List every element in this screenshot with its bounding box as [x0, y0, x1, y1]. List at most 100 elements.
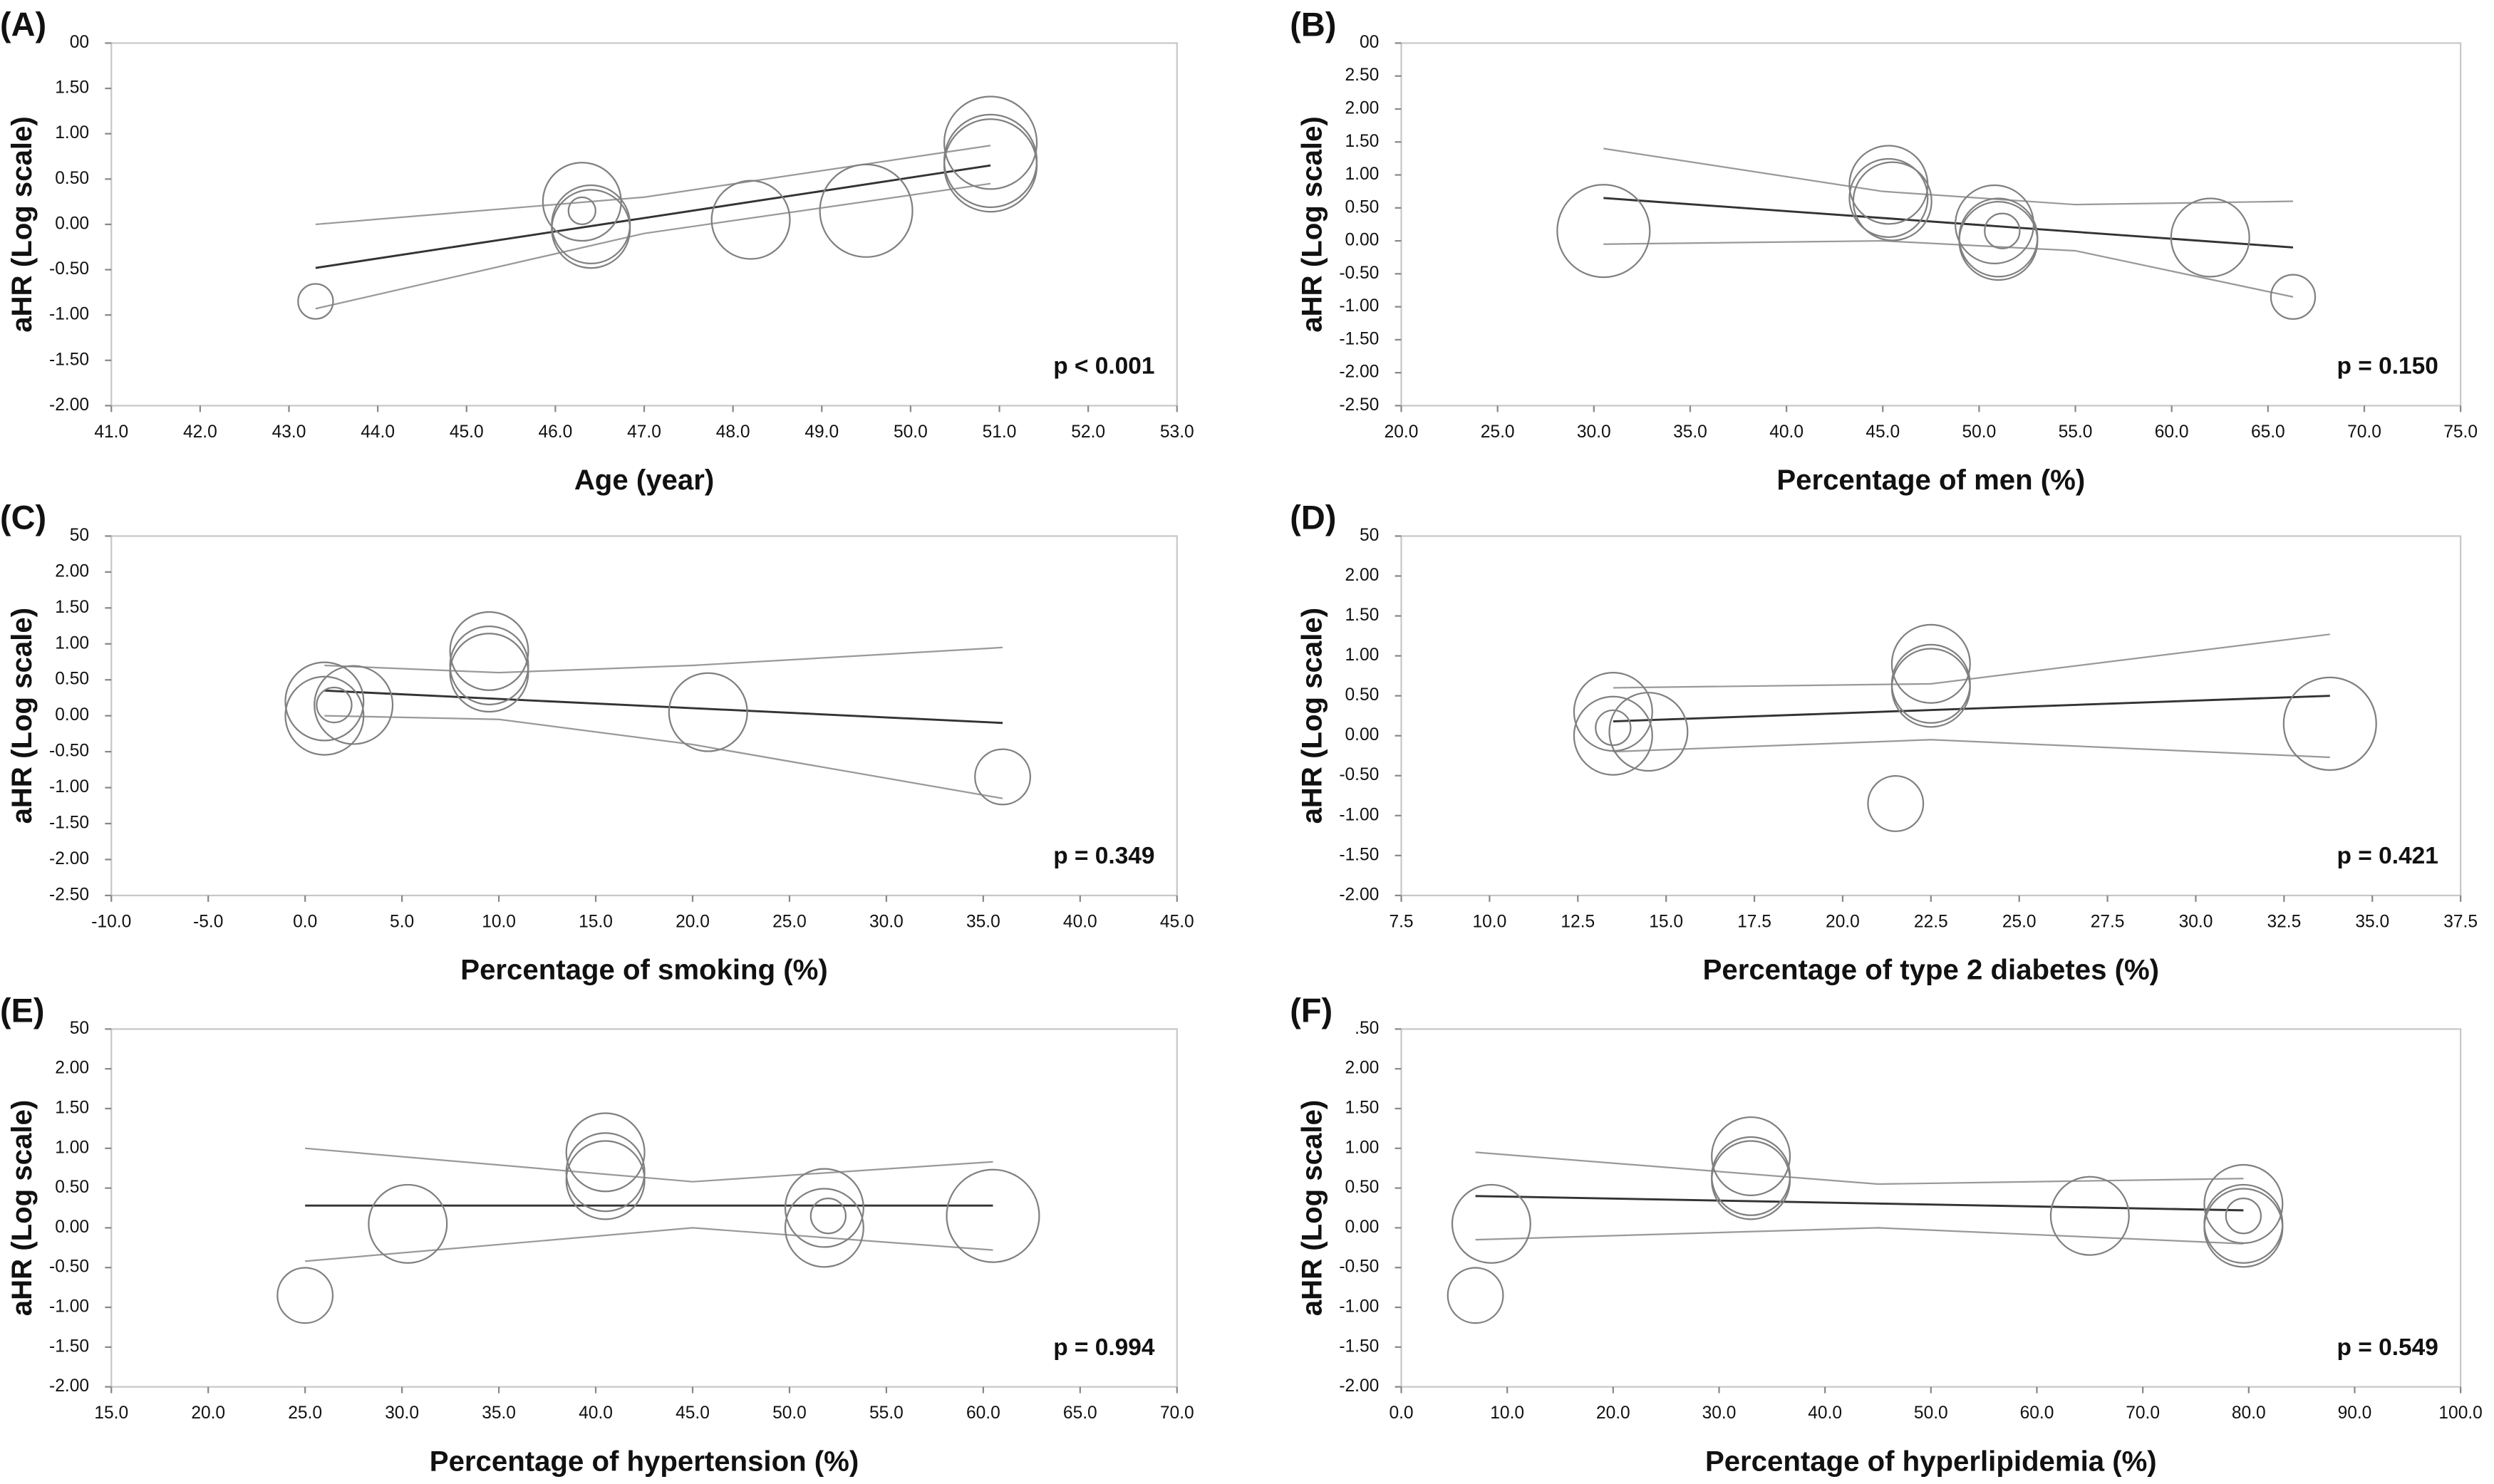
x-tick-label: 25.0 [772, 912, 807, 931]
panel: -2.00 -1.50 -1.00 -0.50 0.00 0.50 1.00 1.50 2.00… [1290, 499, 2478, 985]
bubble [2270, 274, 2317, 320]
y-tick-label: 1.50 [55, 598, 89, 617]
y-tick-label: -1.50 [49, 350, 89, 369]
bubble [316, 686, 353, 724]
x-tick-label: 60.0 [2020, 1403, 2054, 1423]
plot-frame [110, 1028, 1178, 1388]
y-tick-label: 0.00 [55, 705, 89, 725]
y-tick-label: 0.00 [55, 214, 89, 233]
ci-upper [305, 1147, 993, 1183]
y-tick-label: 0.00 [1345, 725, 1379, 744]
x-tick-label: 48.0 [716, 422, 750, 442]
bubble [297, 283, 334, 320]
y-tick-label: 0.50 [55, 169, 89, 188]
x-tick-label: 27.5 [2091, 912, 2125, 931]
x-tick-label: 12.5 [1561, 912, 1595, 931]
x-tick-label: 35.0 [1673, 422, 1707, 442]
y-tick-label: 0.50 [55, 670, 89, 689]
y-tick-label: 00 [1360, 33, 1379, 52]
y-tick-label: 0.00 [55, 1218, 89, 1237]
y-tick-label: -1.50 [1339, 329, 1379, 348]
y-tick-label: 1.50 [1345, 132, 1379, 151]
p-value: p = 0.349 [1053, 843, 1154, 869]
ci-upper [1475, 1151, 2244, 1185]
y-tick-label: 0.50 [1345, 1178, 1379, 1197]
y-axis-label: aHR (Log scale) [6, 1100, 38, 1316]
x-tick-label: 30.0 [2179, 912, 2213, 931]
p-value: p = 0.150 [2337, 353, 2438, 380]
x-tick-label: 22.5 [1914, 912, 1948, 931]
x-tick-label: 0.0 [293, 912, 317, 931]
x-tick-label: 42.0 [183, 422, 217, 442]
x-tick-label: 45.0 [450, 422, 484, 442]
bubble [284, 661, 365, 742]
bubble [2225, 1198, 2262, 1235]
bubble [819, 163, 914, 258]
bubble [2203, 1188, 2284, 1268]
x-tick-label: 52.0 [1071, 422, 1105, 442]
x-tick-label: 90.0 [2338, 1403, 2372, 1423]
ci-lower [1603, 239, 2294, 298]
x-tick-label: 35.0 [2355, 912, 2389, 931]
ci-lower [305, 1227, 993, 1262]
x-tick-label: 50.0 [772, 1403, 807, 1423]
panel: -2.00 -1.50 -1.00 -0.50 0.00 0.50 1.00 1.50 2.00… [1290, 992, 2483, 1477]
y-tick-label: -1.00 [49, 305, 89, 324]
y-tick-label: -2.50 [49, 885, 89, 904]
bubble [2049, 1176, 2130, 1256]
x-tick-label: 41.0 [94, 422, 128, 442]
plot-frame [1400, 535, 2462, 897]
y-tick-label: -2.00 [1339, 363, 1379, 382]
x-tick-label: 40.0 [1808, 1403, 1842, 1423]
x-tick-label: 10.0 [482, 912, 516, 931]
bubble [1848, 157, 1929, 238]
y-tick-label: 1.00 [55, 123, 89, 142]
regression-line [1613, 695, 2330, 722]
x-tick-label: 32.5 [2267, 912, 2301, 931]
p-value: p = 0.421 [2337, 843, 2438, 869]
panel-label: (F) [1290, 992, 1333, 1029]
bubble [1711, 1140, 1791, 1220]
x-tick-label: 40.0 [1769, 422, 1804, 442]
plot-frame [1400, 42, 2462, 407]
plot-frame [110, 535, 1178, 897]
y-tick-label: -1.00 [1339, 296, 1379, 316]
y-tick-label: 0.50 [1345, 197, 1379, 217]
x-tick-label: 53.0 [1160, 422, 1194, 442]
y-tick-label: 2.00 [1345, 566, 1379, 585]
x-tick-label: 100.0 [2438, 1403, 2482, 1423]
bubble [1573, 672, 1653, 752]
y-tick-label: 1.50 [55, 1098, 89, 1117]
bubble [1890, 648, 1971, 728]
bubble [565, 1140, 646, 1220]
x-tick-label: 47.0 [627, 422, 661, 442]
x-tick-label: 46.0 [538, 422, 572, 442]
panel: -2.50 -2.00 -1.50 -1.00 -0.50 0.00 0.50 1.00 1.5… [1290, 6, 2478, 497]
x-tick-label: 70.0 [1160, 1403, 1194, 1423]
x-tick-label: 51.0 [983, 422, 1017, 442]
y-tick-label: -1.00 [49, 1297, 89, 1317]
x-tick-label: 17.5 [1737, 912, 1771, 931]
x-tick-label: 20.0 [676, 912, 710, 931]
bubble [1958, 201, 2039, 281]
bubble [1573, 695, 1653, 776]
x-tick-label: 49.0 [804, 422, 839, 442]
y-tick-label: 0.50 [55, 1178, 89, 1197]
y-tick-label: 0.50 [1345, 685, 1379, 705]
y-tick-label: 1.00 [1345, 645, 1379, 665]
bubble [368, 1183, 448, 1264]
y-tick-label: 1.00 [55, 1138, 89, 1157]
x-tick-label: 75.0 [2443, 422, 2478, 442]
bubble [943, 118, 1038, 213]
bubble [449, 611, 529, 691]
bubble [784, 1188, 864, 1268]
bubble [314, 665, 394, 745]
y-axis-label: aHR (Log scale) [1295, 1100, 1328, 1316]
bubble [1848, 145, 1929, 225]
bubble [1556, 184, 1651, 279]
x-tick-label: 10.0 [1473, 912, 1507, 931]
bubble [1852, 161, 1932, 242]
plot-frame [110, 42, 1178, 407]
x-tick-label: 40.0 [1063, 912, 1097, 931]
bubble [2203, 1163, 2284, 1244]
